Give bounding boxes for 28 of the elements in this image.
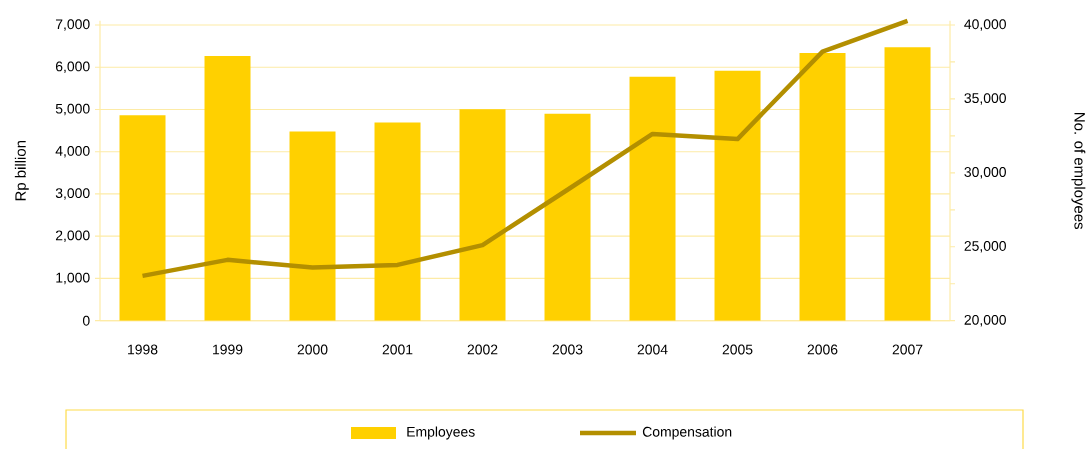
y2-tick-label: 20,000 (964, 314, 1006, 327)
legend-label: Employees (407, 426, 475, 440)
legend-label: Compensation (642, 426, 732, 440)
y-tick-label: 2,000 (55, 230, 90, 242)
y-tick-label: 7,000 (55, 19, 90, 31)
x-tick-label: 2007 (892, 344, 923, 355)
y-tick-label: 6,000 (55, 61, 90, 74)
x-tick-label: 2002 (467, 344, 498, 355)
x-tick-label: 2003 (552, 344, 583, 355)
y-tick-label: 1,000 (56, 272, 90, 285)
x-tick-label: 2004 (637, 344, 668, 355)
y-axis-title: Rp billion (14, 141, 29, 201)
x-tick-label: 1999 (213, 344, 243, 355)
y-tick-label: 3,000 (55, 188, 90, 200)
y-tick-label: 4,000 (55, 145, 90, 158)
y2-tick-label: 40,000 (964, 19, 1006, 31)
y-tick-label: 5,000 (55, 103, 90, 116)
y2-tick-label: 30,000 (964, 167, 1006, 179)
x-tick-label: 2005 (722, 344, 753, 355)
x-tick-label: 2006 (807, 344, 838, 355)
x-tick-label: 1998 (128, 344, 158, 355)
y2-tick-label: 25,000 (964, 240, 1006, 253)
line-series (140, 18, 910, 279)
y2-axis-title: No. of employees (1071, 113, 1086, 229)
x-tick-label: 2000 (297, 344, 328, 355)
x-tick-label: 2001 (382, 344, 413, 355)
y-tick-label: 0 (82, 315, 90, 326)
y2-tick-label: 35,000 (964, 93, 1006, 105)
